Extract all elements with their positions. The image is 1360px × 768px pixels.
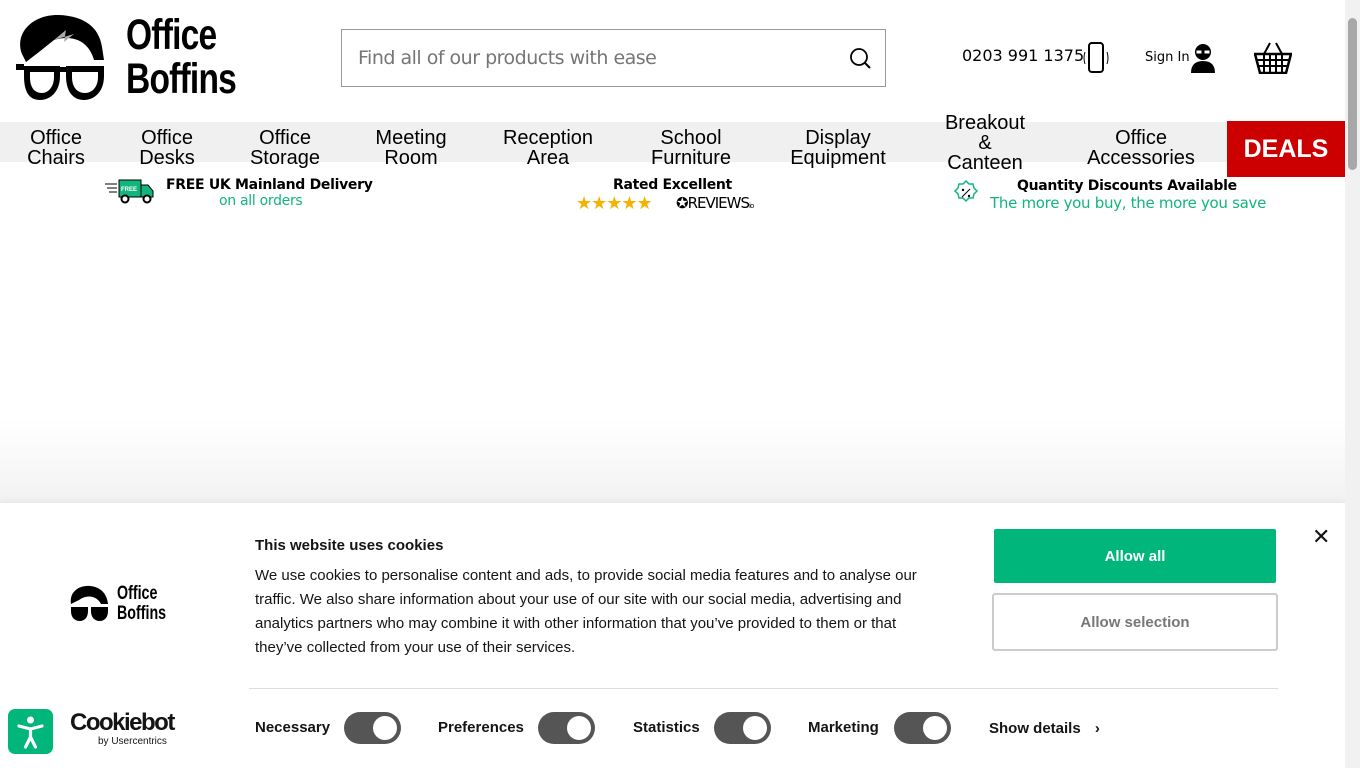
search-icon[interactable] (849, 47, 871, 69)
site-logo[interactable]: Office Boffins (14, 12, 269, 104)
nav-reception-area[interactable]: Reception Area (488, 128, 608, 168)
nav-office-chairs[interactable]: Office Chairs (14, 128, 98, 168)
scrollbar-thumb[interactable] (1348, 18, 1357, 170)
nav-label: Reception (502, 127, 594, 149)
nav-label: Desks (139, 147, 195, 169)
nav-office-desks[interactable]: Office Desks (125, 128, 209, 168)
nav-label: Equipment (790, 147, 886, 169)
cookiebot-logo[interactable]: Cookiebot (70, 709, 175, 736)
nav-office-accessories[interactable]: Office Accessories (1070, 128, 1212, 168)
nav-label: Office (1115, 127, 1167, 149)
reviews-suffix: io (749, 202, 754, 210)
nav-school-furniture[interactable]: School Furniture (636, 128, 746, 168)
show-details-link[interactable]: Show details › (989, 720, 1100, 737)
nav-label: Breakout (944, 112, 1026, 134)
phone-icon[interactable] (1081, 42, 1111, 74)
nav-label: & (978, 132, 992, 154)
marketing-label: Marketing (808, 719, 879, 736)
cookie-text: We use cookies to personalise content an… (255, 567, 917, 656)
cookie-banner-logo: Office Boffins (69, 584, 179, 624)
statistics-label: Statistics (633, 719, 700, 736)
divider (249, 688, 1278, 689)
search-input[interactable] (342, 30, 822, 86)
page-overlay (0, 420, 1345, 503)
nav-label: School (660, 127, 722, 149)
statistics-toggle[interactable] (714, 712, 771, 744)
nav-label: Canteen (947, 152, 1023, 174)
discount-subtitle: The more you buy, the more you save (990, 194, 1267, 212)
reviews-brand: REVIEWS (687, 194, 750, 212)
chevron-right-icon: › (1094, 720, 1100, 737)
star-rating: ★★★★★ (576, 193, 653, 213)
allow-all-button[interactable]: Allow all (994, 529, 1276, 583)
show-details-label: Show details (989, 720, 1081, 737)
delivery-title: FREE UK Mainland Delivery (166, 177, 373, 193)
nav-label: Area (526, 147, 570, 169)
accessibility-button[interactable] (8, 709, 53, 754)
nav-display-equipment[interactable]: Display Equipment (776, 128, 900, 168)
basket-icon[interactable] (1254, 42, 1292, 74)
sign-in-link[interactable]: Sign In (1145, 50, 1190, 65)
nav-label: Office (30, 127, 82, 149)
reviews-io-logo[interactable]: ✪REVIEWSio (676, 194, 754, 212)
search-bar[interactable] (341, 29, 886, 87)
accessibility-icon (17, 716, 44, 749)
necessary-toggle[interactable] (344, 712, 401, 744)
cookiebot-sub: by Usercentrics (98, 736, 167, 747)
logo-text: Office Boffins (126, 11, 237, 103)
delivery-truck-icon: FREE (105, 179, 154, 204)
nav-label: Display (805, 127, 871, 149)
discount-badge-icon (953, 180, 979, 203)
phone-number[interactable]: 0203 991 1375 (962, 46, 1085, 65)
nav-label: Storage (249, 147, 321, 169)
necessary-label: Necessary (255, 719, 331, 736)
logo-line1: Office (117, 583, 158, 604)
nav-breakout-canteen[interactable]: Breakout & Canteen (930, 113, 1040, 173)
nav-label: Office (141, 127, 193, 149)
discount-title: Quantity Discounts Available (1017, 178, 1237, 194)
marketing-toggle[interactable] (894, 712, 951, 744)
preferences-label: Preferences (438, 719, 524, 736)
scrollbar[interactable] (1345, 0, 1360, 768)
nav-label: Meeting (375, 127, 447, 149)
logo-line2: Boffins (117, 603, 167, 624)
close-icon[interactable]: ✕ (1312, 524, 1331, 549)
nav-label: Office (259, 127, 311, 149)
truck-badge: FREE (121, 187, 137, 193)
preferences-toggle[interactable] (538, 712, 595, 744)
nav-label: Room (384, 147, 438, 169)
nav-label: Furniture (650, 147, 732, 169)
allow-selection-button[interactable]: Allow selection (992, 593, 1278, 651)
cookie-title: This website uses cookies (255, 537, 444, 554)
rating-title: Rated Excellent (613, 177, 732, 193)
nav-deals[interactable]: DEALS (1227, 121, 1345, 177)
nav-office-storage[interactable]: Office Storage (236, 128, 334, 168)
delivery-subtitle: on all orders (219, 193, 303, 209)
nav-meeting-room[interactable]: Meeting Room (361, 128, 461, 168)
boffin-logo-icon (70, 585, 108, 621)
boffin-logo-icon (16, 14, 104, 100)
nav-label: Chairs (27, 147, 85, 169)
nav-label: Accessories (1087, 147, 1195, 169)
user-icon[interactable] (1190, 42, 1216, 74)
main-nav (0, 122, 1345, 162)
